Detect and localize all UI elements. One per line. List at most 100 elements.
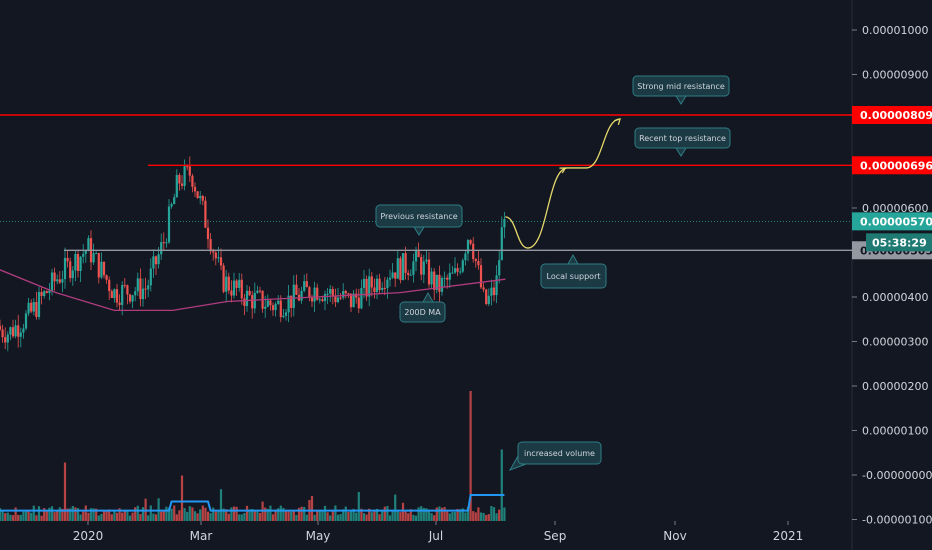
volume-bar — [352, 508, 355, 521]
candle-body — [284, 312, 288, 316]
volume-bar — [79, 514, 82, 521]
candle-body — [170, 204, 173, 207]
candle-body — [183, 166, 186, 186]
volume-bar — [186, 511, 189, 521]
candle-body — [300, 290, 303, 301]
volume-bar — [495, 513, 498, 521]
candle-body — [160, 242, 163, 255]
volume-bar — [297, 507, 301, 521]
volume-bar — [479, 512, 483, 521]
candle-body — [40, 291, 43, 296]
candle-body — [32, 301, 35, 312]
candle-body — [308, 287, 311, 298]
candle-body — [165, 242, 168, 244]
candle-body — [76, 253, 80, 271]
candle-body — [365, 278, 368, 297]
date-axis[interactable]: 2020 Mar May Jul Sep Nov 2021 — [73, 521, 804, 543]
price-tick-label: 0.00000300 — [862, 336, 928, 349]
annotations[interactable]: Strong mid resistance Recent top resistan… — [375, 75, 731, 471]
candle-body — [362, 278, 366, 289]
price-tick-label: 0.00000200 — [862, 380, 928, 393]
volume-bar — [92, 508, 95, 521]
candle-body — [279, 300, 282, 318]
candle-body — [232, 280, 236, 296]
callout-box — [375, 204, 463, 228]
volume-bar — [19, 514, 22, 521]
candle-body — [115, 289, 119, 303]
candle-body — [71, 270, 74, 279]
candle-body — [0, 325, 2, 330]
candle-body — [217, 257, 220, 259]
volume-bar — [121, 512, 124, 521]
countdown-tag — [866, 233, 932, 252]
volume-bar — [342, 509, 345, 521]
candle-body — [427, 259, 431, 285]
price-tick-label: -0.00000000 — [862, 469, 932, 482]
annotation-callout[interactable]: Recent top resistance — [634, 127, 731, 157]
volume-bar — [440, 507, 444, 521]
volume-bar — [443, 507, 446, 521]
volume-bar — [183, 508, 186, 521]
candle-body — [344, 290, 347, 294]
volume-bar — [264, 507, 267, 521]
volume-bar — [451, 511, 454, 521]
annotation-callout[interactable]: Previous resistance — [375, 204, 463, 236]
candle-body — [456, 268, 459, 272]
date-tick-label: Jul — [428, 529, 443, 543]
candle-body — [144, 288, 147, 290]
volume-bar — [191, 507, 194, 521]
candle-body — [313, 287, 316, 302]
candle-body — [466, 240, 470, 254]
volume-bar — [131, 512, 134, 521]
volume-bar — [290, 511, 293, 521]
volume-bar — [472, 511, 475, 521]
price-axis[interactable]: 0.000010000.000009000.000008000.00000700… — [851, 0, 932, 550]
candle-body — [459, 271, 462, 273]
candle-body — [128, 294, 132, 302]
annotation-callout[interactable]: Local support — [540, 253, 607, 289]
volume-bar — [271, 514, 275, 521]
candle-body — [243, 298, 246, 306]
candle-body — [453, 268, 457, 273]
candle-body — [316, 287, 319, 300]
volume-bar — [485, 514, 488, 521]
candle-body — [84, 251, 87, 254]
volume-bar — [48, 507, 51, 521]
candle-body — [147, 285, 150, 290]
candle-body — [97, 253, 100, 278]
volume-bar — [412, 514, 415, 521]
candle-body — [9, 327, 12, 335]
volume-bar — [76, 508, 80, 521]
volume-bar — [295, 514, 298, 521]
annotation-callout[interactable]: increased volume — [508, 441, 602, 471]
volume-bar — [464, 512, 467, 521]
candle-body — [399, 258, 402, 281]
candle-body — [17, 325, 20, 337]
volume-bar — [279, 505, 282, 521]
candle-body — [269, 300, 272, 306]
volume-bar — [474, 512, 477, 521]
annotation-callout[interactable]: Strong mid resistance — [632, 75, 730, 105]
candle-body — [74, 253, 77, 271]
date-tick-label: 2021 — [773, 529, 804, 543]
volume-bar — [115, 512, 119, 521]
candle-body — [448, 272, 451, 280]
volume-bar — [27, 509, 30, 521]
volume-bar — [219, 489, 223, 521]
candle-body — [347, 293, 350, 295]
price-level-tag — [852, 156, 932, 175]
volume-bar — [193, 511, 197, 521]
callout-text: Previous resistance — [380, 212, 457, 221]
annotation-callout[interactable]: 200D MA — [399, 291, 446, 323]
candle-body — [126, 285, 129, 295]
volume-bar — [149, 505, 152, 521]
volume-bar — [50, 506, 54, 521]
candle-body — [295, 284, 298, 295]
candle-body — [464, 253, 467, 261]
volume-bar — [66, 508, 69, 521]
candle-body — [487, 295, 490, 304]
candle-body — [271, 305, 275, 311]
volume-bar — [222, 508, 225, 521]
volume-bar — [466, 506, 470, 521]
